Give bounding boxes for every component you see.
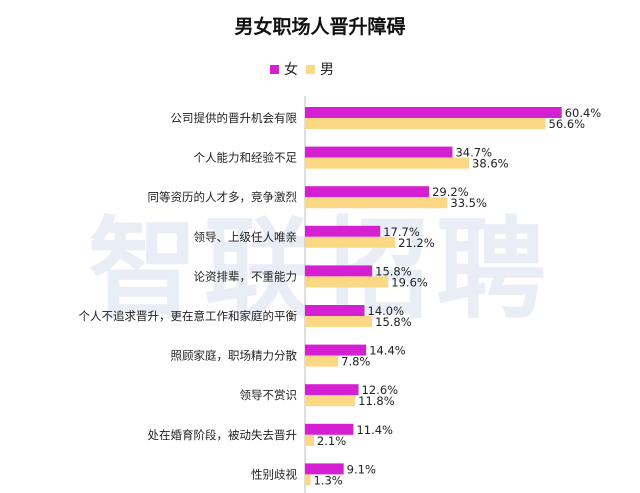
value-label-male: 33.5% [450, 196, 487, 210]
value-label-male: 11.8% [358, 394, 395, 408]
category-label: 照顾家庭，职场精力分散 [171, 349, 298, 363]
value-label-female: 14.4% [369, 344, 406, 358]
value-label-male: 15.8% [375, 315, 412, 329]
value-label-female: 12.6% [362, 383, 399, 397]
category-label: 领导、上级任人唯亲 [194, 230, 298, 244]
bar-female [305, 384, 359, 396]
category-label: 性别歧视 [251, 467, 297, 481]
category-label: 个人不追求晋升，更在意工作和家庭的平衡 [79, 309, 298, 323]
legend-label-female: 女 [284, 62, 298, 78]
bar-female [305, 225, 381, 237]
category-label: 领导不赏识 [240, 388, 298, 402]
bar-female [305, 186, 430, 198]
value-label-female: 15.8% [375, 264, 412, 278]
value-label-female: 17.7% [383, 225, 420, 239]
legend-item-male: 男 [306, 59, 334, 79]
value-label-female: 14.0% [368, 304, 405, 318]
bar-male [305, 157, 470, 169]
bar-male [305, 395, 356, 407]
bar-female [305, 423, 354, 435]
value-label-female: 11.4% [356, 423, 393, 437]
value-label-female: 34.7% [455, 146, 492, 160]
bar-male [305, 316, 373, 327]
bar-female [305, 146, 453, 158]
bar-female [305, 305, 365, 316]
bar-female [305, 344, 367, 356]
bar-male [305, 474, 311, 486]
value-label-male: 1.3% [314, 473, 343, 487]
legend: 女 男 [270, 60, 334, 78]
value-label-female: 60.4% [565, 106, 602, 120]
category-label: 论资排辈，不重能力 [194, 269, 298, 283]
bar-female [305, 463, 344, 475]
legend-label-male: 男 [320, 62, 334, 78]
bar-female [305, 107, 562, 118]
value-label-male: 2.1% [317, 434, 346, 448]
bar-male [305, 355, 339, 367]
bar-male [305, 197, 448, 209]
category-label: 公司提供的晋升机会有限 [171, 111, 298, 125]
value-label-male: 19.6% [391, 275, 428, 289]
value-label-male: 38.6% [472, 157, 509, 171]
bar-male [305, 434, 314, 446]
bar-male [305, 118, 546, 129]
bar-male [305, 236, 396, 248]
value-label-male: 21.2% [398, 236, 435, 250]
bar-male [305, 276, 389, 288]
legend-item-female: 女 [270, 59, 298, 79]
bar-female [305, 265, 373, 277]
legend-swatch-female [270, 64, 279, 74]
legend-swatch-male [306, 64, 315, 74]
category-label: 处在婚育阶段，被动失去晋升 [148, 428, 298, 442]
value-label-male: 7.8% [341, 355, 370, 369]
category-label: 个人能力和经验不足 [194, 151, 298, 165]
value-label-female: 29.2% [432, 185, 469, 199]
category-label: 同等资历的人才多，竞争激烈 [148, 190, 298, 204]
value-label-male: 56.6% [549, 117, 586, 131]
chart-title: 男女职场人晋升障碍 [234, 16, 406, 38]
value-label-female: 9.1% [347, 462, 376, 476]
